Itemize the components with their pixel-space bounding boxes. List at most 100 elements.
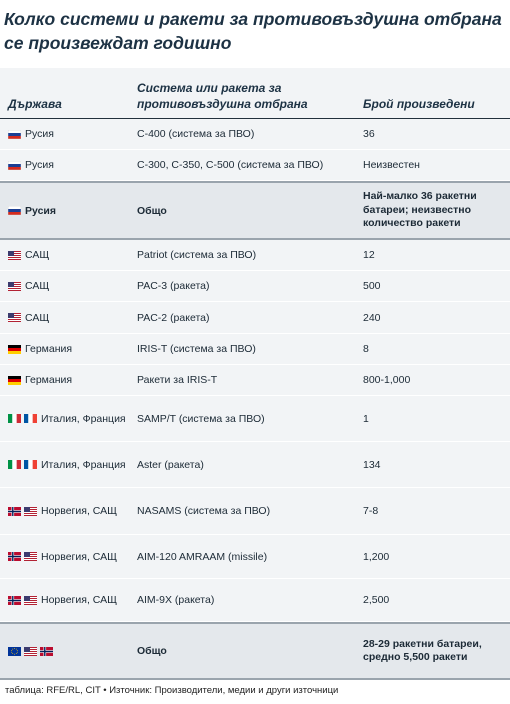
table-row: Норвегия, САЩ AIM-9X (ракета) 2,500 [0, 579, 510, 622]
country-name: Норвегия, САЩ [41, 550, 117, 563]
table-row: Норвегия, САЩ NASAMS (система за ПВО) 7-8 [0, 488, 510, 535]
system-cell: Ракети за IRIS-T [137, 374, 218, 386]
flags-group [8, 313, 21, 322]
italy-flag-icon [8, 460, 21, 469]
table-row: Италия, Франция SAMP/T (система за ПВО) 1 [0, 396, 510, 442]
table-row: Германия IRIS-T (система за ПВО) 8 [0, 334, 510, 365]
produced-cell: 1,200 [363, 550, 390, 563]
flags-group [8, 375, 21, 385]
table-header-row: Държава Система или ракета за противовъз… [0, 68, 510, 119]
system-cell: IRIS-T (система за ПВО) [137, 343, 256, 355]
source-footer: таблица: RFE/RL, CIT • Източник: Произво… [5, 685, 339, 696]
system-cell: AIM-9X (ракета) [137, 594, 215, 606]
russia-flag-icon [8, 129, 21, 139]
table-row: Италия, Франция Aster (ракета) 134 [0, 442, 510, 488]
usa-flag-icon [8, 313, 21, 322]
system-cell: NASAMS (система за ПВО) [137, 505, 271, 517]
country-name: Норвегия, САЩ [41, 505, 117, 517]
table-total-row: Русия Общо Най-малко 36 ракетни батареи; н… [0, 181, 510, 240]
table-total-row: Общо 28-29 ракетни батареи, средно 5,500 … [0, 622, 510, 680]
norway-flag-icon [8, 595, 21, 605]
system-cell: PAC-2 (ракета) [137, 311, 210, 324]
eu-flag-icon [8, 646, 21, 656]
norway-flag-icon [8, 506, 21, 516]
system-cell: C-300, C-350, C-500 (система за ПВО) [137, 159, 324, 171]
usa-flag-icon [8, 250, 21, 260]
norway-flag-icon [40, 646, 53, 656]
system-cell: Aster (ракета) [137, 458, 204, 471]
country-cell: Норвегия, САЩ [8, 488, 130, 534]
table-row: Норвегия, САЩ AIM-120 AMRAAM (missile) 1,2… [0, 535, 510, 579]
flags-group [8, 281, 21, 291]
country-cell: САЩ [8, 271, 130, 301]
system-cell: Общо [137, 204, 167, 217]
table-row: Русия C-400 (система за ПВО) 36 [0, 119, 510, 150]
produced-cell: 134 [363, 458, 381, 471]
country-name: Русия [25, 204, 57, 217]
system-cell: PAC-3 (ракета) [137, 280, 210, 292]
country-cell: Германия [8, 365, 130, 395]
russia-flag-icon [8, 206, 21, 215]
produced-cell: 12 [363, 249, 375, 261]
produced-cell: 36 [363, 128, 375, 140]
flags-group [8, 160, 21, 170]
produced-cell: Най-малко 36 ракетни батареи; неизвестно… [363, 190, 477, 230]
system-cell: AIM-120 AMRAAM (missile) [137, 550, 268, 563]
flags-group [8, 129, 21, 139]
produced-cell: Неизвестен [363, 159, 420, 171]
country-name: Русия [25, 159, 54, 171]
produced-cell: 28-29 ракетни батареи, средно 5,500 раке… [363, 637, 482, 664]
page-title: Колко системи и ракети за противовъздушн… [4, 9, 502, 53]
france-flag-icon [24, 460, 37, 469]
country-name: Германия [25, 343, 73, 355]
flags-group [8, 595, 37, 605]
country-name: Италия, Франция [41, 412, 126, 425]
germany-flag-icon [8, 344, 21, 354]
produced-cell: 7-8 [363, 505, 379, 517]
country-cell: Русия [8, 119, 130, 149]
flags-group [8, 206, 21, 215]
system-cell: SAMP/T (система за ПВО) [137, 412, 265, 425]
produced-cell: 500 [363, 280, 381, 292]
country-cell: САЩ [8, 240, 130, 270]
system-cell: C-400 (система за ПВО) [137, 128, 255, 140]
usa-flag-icon [24, 506, 37, 516]
country-cell: Русия [8, 183, 130, 238]
country-cell: САЩ [8, 302, 130, 333]
country-name: Германия [25, 374, 73, 386]
table-row: САЩ PAC-2 (ракета) 240 [0, 302, 510, 334]
country-cell [8, 624, 130, 678]
production-table: Държава Система или ракета за противовъз… [0, 68, 510, 680]
country-name: САЩ [25, 280, 50, 292]
produced-cell: 8 [363, 343, 369, 355]
germany-flag-icon [8, 375, 21, 385]
flags-group [8, 250, 21, 260]
country-cell: Германия [8, 334, 130, 364]
country-cell: Италия, Франция [8, 442, 130, 487]
country-name: Русия [25, 128, 54, 140]
flags-group [8, 414, 37, 423]
produced-cell: 800-1,000 [363, 374, 411, 386]
norway-flag-icon [8, 552, 21, 561]
flags-group [8, 552, 37, 561]
usa-flag-icon [24, 646, 37, 656]
header-country: Държава [8, 97, 62, 111]
country-cell: Норвегия, САЩ [8, 579, 130, 621]
italy-flag-icon [8, 414, 21, 423]
country-name: САЩ [25, 311, 50, 324]
russia-flag-icon [8, 160, 21, 170]
usa-flag-icon [8, 281, 21, 291]
table-row: Русия C-300, C-350, C-500 (система за ПВО… [0, 150, 510, 181]
usa-flag-icon [24, 552, 37, 561]
table-row: САЩ PAC-3 (ракета) 500 [0, 271, 510, 302]
flags-group [8, 646, 53, 656]
produced-cell: 2,500 [363, 594, 390, 606]
usa-flag-icon [24, 595, 37, 605]
country-cell: Русия [8, 150, 130, 180]
system-cell: Patriot (система за ПВО) [137, 249, 257, 261]
country-name: Норвегия, САЩ [41, 594, 117, 606]
country-cell: Норвегия, САЩ [8, 535, 130, 578]
system-cell: Общо [137, 645, 167, 657]
table-row: Германия Ракети за IRIS-T 800-1,000 [0, 365, 510, 396]
header-system: Система или ракета за противовъздушна от… [137, 81, 308, 111]
